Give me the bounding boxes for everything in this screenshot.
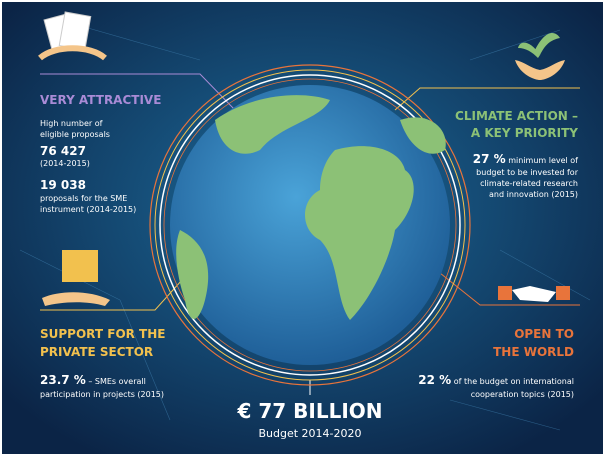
panel-text: instrument (2014-2015)	[40, 205, 136, 214]
panel-text: 27 % minimum level of	[473, 152, 578, 166]
rings	[149, 64, 471, 386]
panel-text: eligible proposals	[40, 130, 110, 139]
continents	[176, 95, 446, 320]
panel-text: – SMEs overall	[86, 377, 146, 386]
budget-period: Budget 2014-2020	[258, 427, 361, 440]
panel-text: budget to be invested for	[476, 168, 579, 177]
panel-text: 23.7 % – SMEs overall	[40, 373, 146, 387]
panel-text: cooperation topics (2015)	[471, 390, 574, 399]
icon-building	[42, 250, 110, 306]
panel-text: proposals for the SME	[40, 194, 127, 203]
figure: 76 427	[40, 144, 86, 158]
figure: 23.7 %	[40, 373, 86, 387]
figure: 22 %	[418, 373, 451, 387]
panel-text: and innovation (2015)	[489, 190, 578, 199]
panel-text: 22 % of the budget on international	[418, 373, 574, 387]
panel-text: climate-related research	[480, 179, 578, 188]
network	[19, 19, 591, 431]
panel-title: SUPPORT FOR THE	[40, 327, 165, 341]
icon-plant	[515, 33, 565, 80]
panel-text: participation in projects (2015)	[40, 390, 164, 399]
panel-title: VERY ATTRACTIVE	[40, 93, 161, 107]
icon-handshake	[498, 286, 570, 302]
panel-title: PRIVATE SECTOR	[40, 345, 153, 359]
panel-title: CLIMATE ACTION –	[455, 109, 578, 123]
figure: 19 038	[40, 178, 86, 192]
panel-text: (2014-2015)	[40, 159, 90, 168]
panel-text: minimum level of	[506, 156, 579, 165]
panel-title: THE WORLD	[493, 345, 574, 359]
figure: 27 %	[473, 152, 506, 166]
panel-text: of the budget on international	[451, 377, 574, 386]
panel-text: High number of	[40, 119, 103, 128]
panel-title: A KEY PRIORITY	[471, 126, 578, 140]
icon-papers	[38, 11, 107, 61]
budget-amount: € 77 BILLION	[236, 399, 382, 423]
panel-title: OPEN TO	[514, 327, 574, 341]
